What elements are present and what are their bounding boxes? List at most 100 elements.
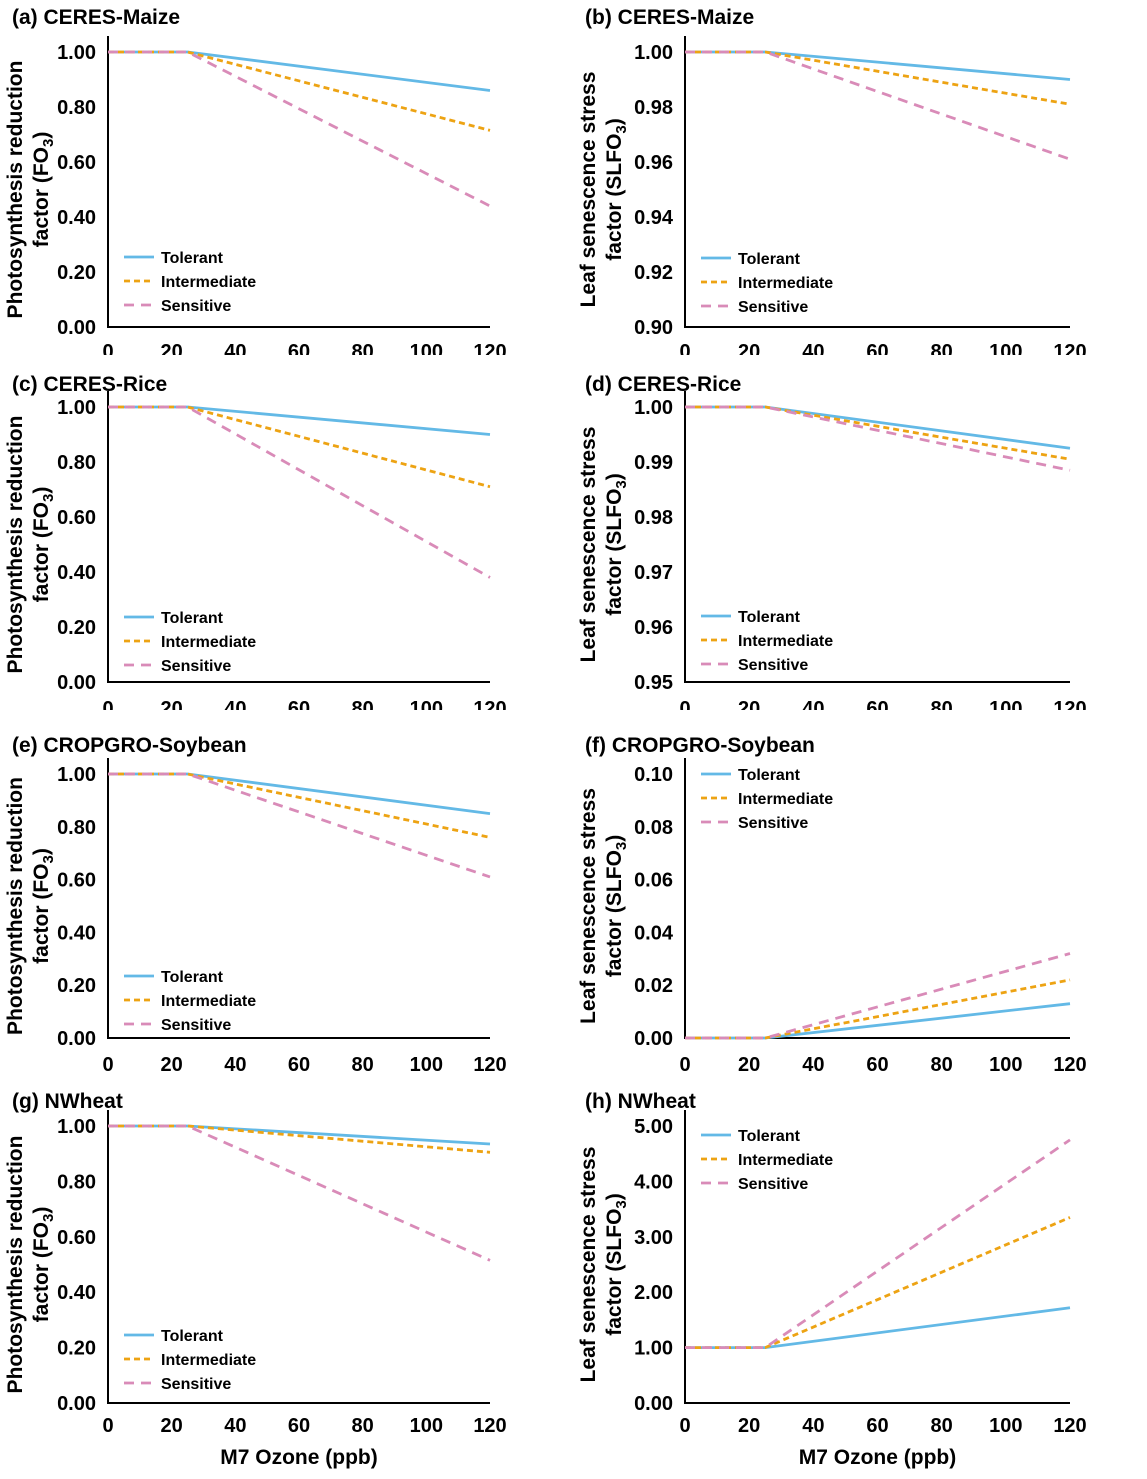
legend-entry-intermediate: Intermediate [701, 791, 833, 808]
legend-entry-sensitive: Sensitive [124, 1017, 231, 1034]
y-axis-title: Leaf senescence stress [577, 788, 600, 1024]
x-tick-label: 0 [679, 698, 690, 710]
x-tick-label: 20 [738, 341, 760, 355]
y-tick-label: 0.00 [57, 1028, 96, 1050]
legend-entry-sensitive: Sensitive [701, 657, 808, 674]
x-tick-label: 40 [224, 1054, 246, 1076]
y-tick-label: 1.00 [57, 42, 96, 64]
y-axis-title: Photosynthesis reduction [4, 777, 27, 1035]
legend-entry-sensitive: Sensitive [701, 815, 808, 832]
x-tick-label: 40 [224, 1415, 246, 1437]
y-tick-label: 0.00 [57, 1393, 96, 1415]
y-tick-label: 0.00 [634, 1028, 673, 1050]
y-tick-label: 0.98 [634, 507, 673, 529]
y-axis-title: factor (SLFO3) [603, 473, 630, 616]
series-line-intermediate [108, 405, 491, 489]
x-tick-label: 60 [288, 1415, 310, 1437]
panel-e: 0.00 0.20 0.40 0.60 0.80 1.00 0 20 40 60 80 100 120 P… [0, 710, 573, 1080]
x-tick-label: 120 [473, 1054, 506, 1076]
series-line-intermediate [685, 978, 1071, 1040]
y-tick-label: 1.00 [634, 397, 673, 419]
legend-label-tolerant: Tolerant [161, 250, 224, 267]
x-tick-label: 60 [288, 1054, 310, 1076]
panel-h: 0.00 1.00 2.00 3.00 4.00 5.00 0 20 40 60 80 100 120 M… [573, 1080, 1147, 1479]
panel-b-chart: 0.90 0.92 0.94 0.96 0.98 1.00 0 20 40 60 80 100 120 L… [577, 36, 1087, 355]
x-axis-title: M7 Ozone (ppb) [799, 1446, 956, 1469]
y-tick-label: 0.40 [57, 207, 96, 229]
y-tick-label: 1.00 [634, 42, 673, 64]
series-line-tolerant [685, 1306, 1071, 1350]
legend-label-sensitive: Sensitive [738, 299, 808, 316]
y-tick-label: 0.96 [634, 617, 673, 639]
series-line-sensitive [685, 952, 1071, 1040]
x-tick-label: 40 [802, 341, 824, 355]
y-axis-title: factor (FO3) [30, 848, 57, 964]
y-tick-label: 0.40 [57, 922, 96, 944]
x-tick-label: 60 [866, 1415, 888, 1437]
x-tick-label: 120 [473, 698, 506, 710]
y-tick-label: 0.99 [634, 452, 673, 474]
y-tick-label: 0.80 [57, 817, 96, 839]
legend-label-tolerant: Tolerant [738, 609, 801, 626]
x-tick-label: 40 [802, 698, 824, 710]
y-axis-title: factor (FO3) [30, 487, 57, 603]
series-line-intermediate [685, 405, 1071, 461]
y-tick-label: 1.00 [634, 1338, 673, 1360]
x-tick-label: 100 [410, 1054, 443, 1076]
y-tick-label: 0.00 [57, 317, 96, 339]
x-tick-label: 80 [352, 1415, 374, 1437]
y-tick-label: 0.80 [57, 452, 96, 474]
legend-entry-intermediate: Intermediate [701, 1152, 833, 1169]
panel-f-chart: 0.00 0.02 0.04 0.06 0.08 0.10 0 20 40 60 80 100 120 L… [577, 758, 1087, 1076]
panel-d: 0.95 0.96 0.97 0.98 0.99 1.00 0 20 40 60 80 100 120 L… [573, 355, 1147, 710]
y-tick-label: 3.00 [634, 1227, 673, 1249]
panel-f: 0.00 0.02 0.04 0.06 0.08 0.10 0 20 40 60 80 100 120 L… [573, 710, 1147, 1080]
y-tick-label: 0.00 [634, 1393, 673, 1415]
x-tick-label: 0 [679, 1415, 690, 1437]
panel-g-title: (g) NWheat [12, 1090, 123, 1113]
y-axis-title: Photosynthesis reduction [4, 416, 27, 674]
x-tick-label: 100 [410, 1415, 443, 1437]
y-tick-label: 4.00 [634, 1171, 673, 1193]
y-tick-label: 0.40 [57, 1282, 96, 1304]
legend-label-tolerant: Tolerant [161, 610, 224, 627]
series-line-sensitive [108, 50, 491, 208]
legend-label-sensitive: Sensitive [161, 658, 231, 675]
x-tick-label: 20 [161, 1415, 183, 1437]
x-tick-label: 20 [161, 698, 183, 710]
y-axis-title: factor (SLFO3) [603, 118, 630, 261]
x-tick-label: 60 [866, 341, 888, 355]
legend-label-intermediate: Intermediate [161, 993, 256, 1010]
legend-label-sensitive: Sensitive [738, 657, 808, 674]
legend-entry-tolerant: Tolerant [701, 251, 801, 268]
panel-g: 0.00 0.20 0.40 0.60 0.80 1.00 0 20 40 60 80 100 120 M… [0, 1080, 573, 1479]
y-tick-label: 0.04 [634, 922, 674, 944]
y-tick-label: 0.20 [57, 975, 96, 997]
x-tick-label: 100 [410, 341, 443, 355]
x-tick-label: 20 [161, 341, 183, 355]
series-line-tolerant [685, 1002, 1071, 1040]
x-tick-label: 120 [1053, 341, 1086, 355]
x-tick-label: 40 [224, 698, 246, 710]
x-tick-label: 100 [989, 341, 1022, 355]
x-tick-label: 80 [931, 1054, 953, 1076]
y-axis-title: Leaf senescence stress [577, 1147, 600, 1383]
x-tick-label: 40 [224, 341, 246, 355]
y-tick-label: 0.96 [634, 152, 673, 174]
y-tick-label: 2.00 [634, 1282, 673, 1304]
legend-label-tolerant: Tolerant [738, 767, 801, 784]
x-axis-title: M7 Ozone (ppb) [220, 1446, 377, 1469]
y-axis-title: Photosynthesis reduction [4, 61, 27, 319]
x-tick-label: 0 [102, 1054, 113, 1076]
y-tick-label: 5.00 [634, 1116, 673, 1138]
y-tick-label: 0.20 [57, 617, 96, 639]
panel-b: 0.90 0.92 0.94 0.96 0.98 1.00 0 20 40 60 80 100 120 L… [573, 0, 1147, 355]
legend-entry-intermediate: Intermediate [701, 275, 833, 292]
panel-c: 0.00 0.20 0.40 0.60 0.80 1.00 0 20 40 60 80 100 120 P… [0, 355, 573, 710]
panel-g-chart: 0.00 0.20 0.40 0.60 0.80 1.00 0 20 40 60 80 100 120 M… [4, 1110, 507, 1469]
x-tick-label: 80 [352, 698, 374, 710]
x-tick-label: 120 [1053, 698, 1086, 710]
y-tick-label: 0.60 [57, 1227, 96, 1249]
y-axis-title: Leaf senescence stress [577, 72, 600, 308]
x-tick-label: 60 [288, 341, 310, 355]
